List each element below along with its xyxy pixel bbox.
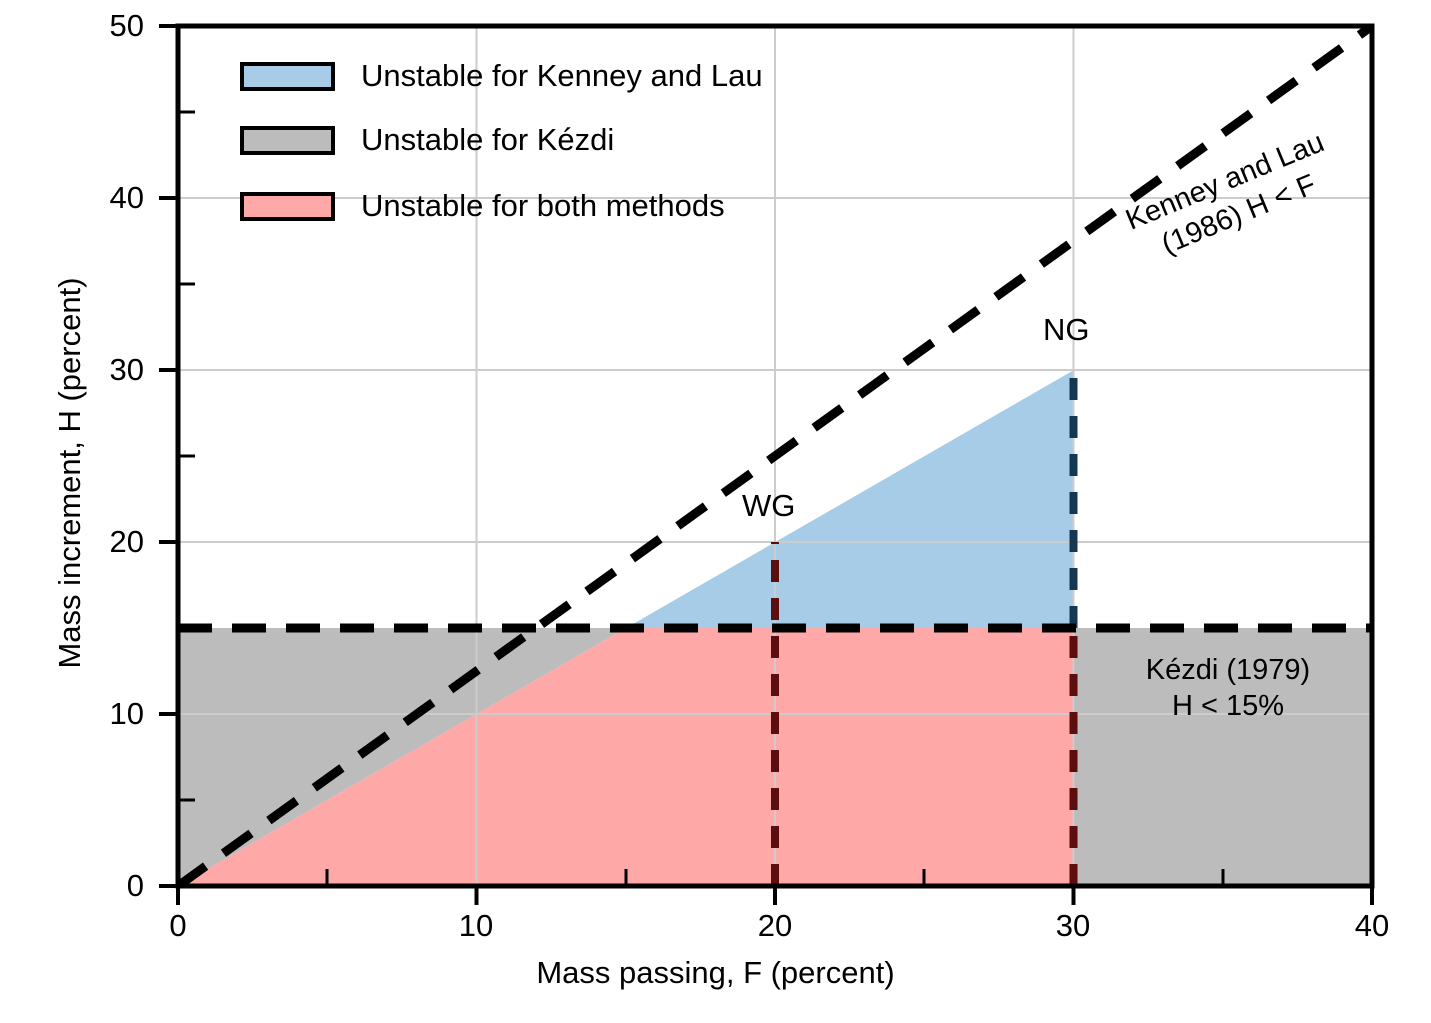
x-major-ticks xyxy=(176,886,1374,905)
legend-label-both: Unstable for both methods xyxy=(361,188,725,223)
point-label-wg: WG xyxy=(742,488,796,523)
ytick-label-0: 0 xyxy=(126,868,144,903)
xtick-label-40: 40 xyxy=(1354,908,1390,943)
x-minor-ticks xyxy=(325,869,1225,886)
xtick-label-20: 20 xyxy=(757,908,793,943)
kezdi-annotation-line2: H < 15% xyxy=(1171,690,1285,723)
y-minor-ticks xyxy=(178,110,195,802)
ytick-label-30: 30 xyxy=(109,352,144,387)
y-major-ticks xyxy=(159,24,178,888)
x-axis-title: Mass passing, F (percent) xyxy=(536,955,895,990)
kezdi-annotation-line1: Kézdi (1979) xyxy=(1145,654,1311,686)
legend-label-kezdi: Unstable for Kézdi xyxy=(361,122,615,157)
legend-swatch-kenney-lau xyxy=(240,61,335,91)
legend-label-kenney-lau: Unstable for Kenney and Lau xyxy=(361,58,763,93)
legend-swatch-kezdi xyxy=(240,125,335,155)
region-unstable-kezdi-right xyxy=(1074,628,1372,886)
kenney-lau-criterion-line xyxy=(178,26,1372,886)
point-label-ng: NG xyxy=(1043,312,1090,347)
xtick-label-0: 0 xyxy=(169,908,187,943)
region-unstable-kenney-lau xyxy=(626,370,1074,628)
ytick-label-50: 50 xyxy=(109,8,144,43)
region-unstable-both xyxy=(178,628,1074,886)
ytick-label-20: 20 xyxy=(109,524,144,559)
legend-swatch-both xyxy=(240,191,335,221)
legend-entry-kenney-lau: Unstable for Kenney and Lau xyxy=(240,58,763,94)
kezdi-annotation: Kézdi (1979) H < 15% xyxy=(1083,652,1373,725)
legend-entry-kezdi: Unstable for Kézdi xyxy=(240,122,614,158)
y-axis-title: Mass increment, H (percent) xyxy=(52,277,87,669)
ytick-label-10: 10 xyxy=(109,696,144,731)
legend-entry-both: Unstable for both methods xyxy=(240,188,725,224)
xtick-label-10: 10 xyxy=(458,908,494,943)
ytick-label-40: 40 xyxy=(109,180,144,215)
xtick-label-30: 30 xyxy=(1055,908,1091,943)
